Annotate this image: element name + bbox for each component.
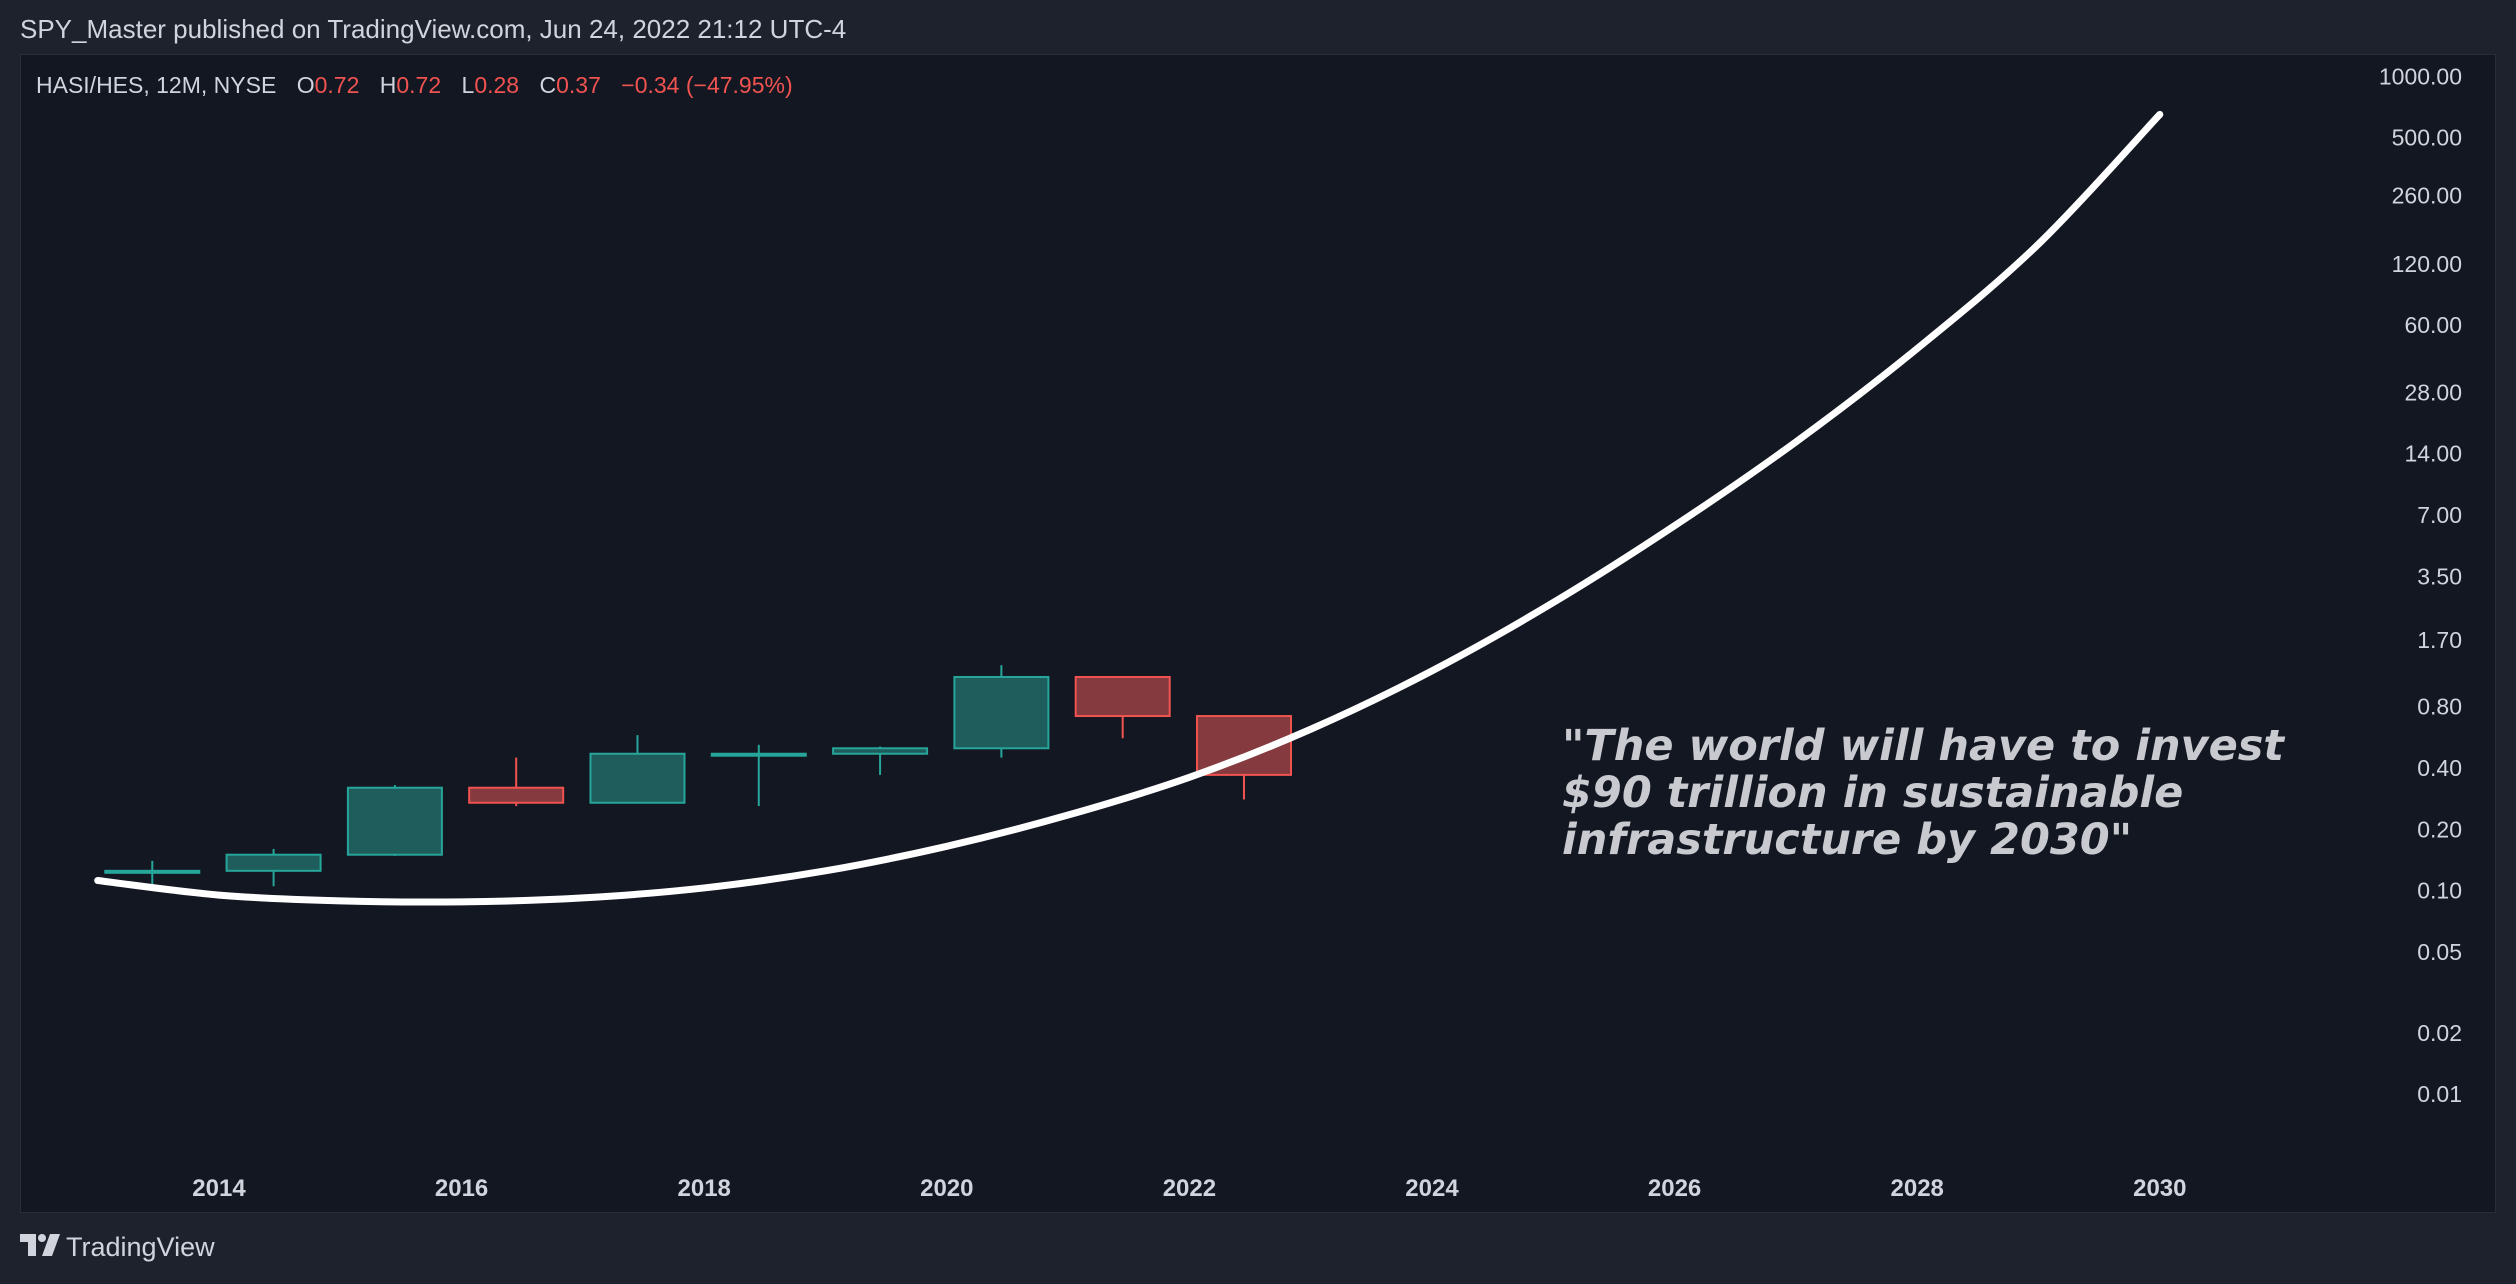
close-value: 0.37 [556, 72, 601, 98]
low-value: 0.28 [474, 72, 520, 98]
price-tick-label: 0.05 [2417, 939, 2462, 965]
published-header: SPY_Master published on TradingView.com,… [20, 14, 847, 44]
symbol-legend: HASI/HES, 12M, NYSE O0.72 H0.72 L0.28 C0… [36, 72, 793, 99]
price-tick-label: 1.70 [2417, 627, 2462, 653]
price-tick-label: 28.00 [2404, 379, 2462, 405]
annotation-line: infrastructure by 2030" [1562, 815, 2132, 865]
price-tick-label: 0.20 [2417, 816, 2462, 842]
time-axis: 2014 2016 2018 2020 2022 2024 2026 2028 2030 [192, 1175, 2186, 1202]
candle-2016[interactable] [468, 757, 565, 807]
candle-body [710, 752, 807, 757]
time-tick-label: 2026 [1648, 1175, 1701, 1202]
candle-body [589, 752, 686, 804]
candle-2020[interactable] [953, 665, 1050, 758]
brand-label: TradingView [66, 1232, 215, 1262]
annotation-line: "The world will have to invest [1562, 721, 2285, 771]
annotation-text: "The world will have to invest $90 trilli… [1562, 721, 2285, 865]
candle-body [832, 747, 929, 755]
price-tick-label: 500.00 [2392, 125, 2462, 151]
time-tick-label: 2030 [2133, 1175, 2186, 1202]
tradingview-logo-icon [20, 1232, 60, 1263]
time-tick-label: 2018 [678, 1175, 731, 1202]
price-tick-label: 3.50 [2417, 563, 2462, 589]
price-tick-label: 0.40 [2417, 755, 2462, 781]
open-label: O [296, 72, 315, 98]
candle-2017[interactable] [589, 735, 686, 804]
price-tick-label: 7.00 [2417, 502, 2462, 528]
price-tick-label: 1000.00 [2379, 63, 2462, 89]
price-tick-label: 14.00 [2404, 441, 2462, 467]
chart-panel[interactable] [20, 54, 2496, 1213]
candle-2021[interactable] [1074, 675, 1171, 739]
price-tick-label: 0.10 [2417, 878, 2462, 904]
candle-body [1074, 675, 1171, 718]
time-tick-label: 2024 [1405, 1175, 1459, 1202]
candle-body [346, 786, 443, 856]
candle-body [225, 853, 322, 872]
open-value: 0.72 [314, 72, 360, 98]
time-tick-label: 2028 [1891, 1175, 1944, 1202]
candle-body [953, 675, 1050, 750]
price-tick-label: 60.00 [2404, 312, 2462, 338]
candle-2014[interactable] [225, 849, 322, 887]
price-tick-label: 260.00 [2392, 182, 2462, 208]
time-tick-label: 2014 [192, 1175, 246, 1202]
price-tick-label: 0.01 [2417, 1081, 2462, 1107]
candle-body [104, 869, 201, 874]
candles-layer [104, 665, 1292, 891]
time-tick-label: 2020 [920, 1175, 973, 1202]
curve-layer [94, 110, 2164, 906]
price-tick-label: 0.02 [2417, 1020, 2462, 1046]
time-tick-label: 2016 [435, 1175, 488, 1202]
time-tick-label: 2022 [1163, 1175, 1216, 1202]
high-value: 0.72 [396, 72, 442, 98]
price-axis: 1000.00 500.00 260.00 120.00 60.00 28.00 14.00… [2379, 63, 2462, 1107]
candle-2015[interactable] [346, 785, 443, 856]
candle-2019[interactable] [832, 746, 929, 775]
low-label: L [461, 72, 475, 98]
change-value: −0.34 (−47.95%) [621, 72, 793, 98]
price-tick-label: 0.80 [2417, 694, 2462, 720]
close-label: C [539, 72, 557, 98]
tradingview-brand[interactable]: TradingView [20, 1232, 215, 1263]
candle-body [468, 786, 565, 804]
price-tick-label: 120.00 [2392, 251, 2462, 277]
annotation-line: $90 trillion in sustainable [1562, 768, 2183, 818]
candle-2018[interactable] [710, 744, 807, 807]
symbol-info: HASI/HES, 12M, NYSE [36, 72, 277, 98]
projection-curve[interactable] [94, 110, 2164, 906]
high-label: H [379, 72, 397, 98]
